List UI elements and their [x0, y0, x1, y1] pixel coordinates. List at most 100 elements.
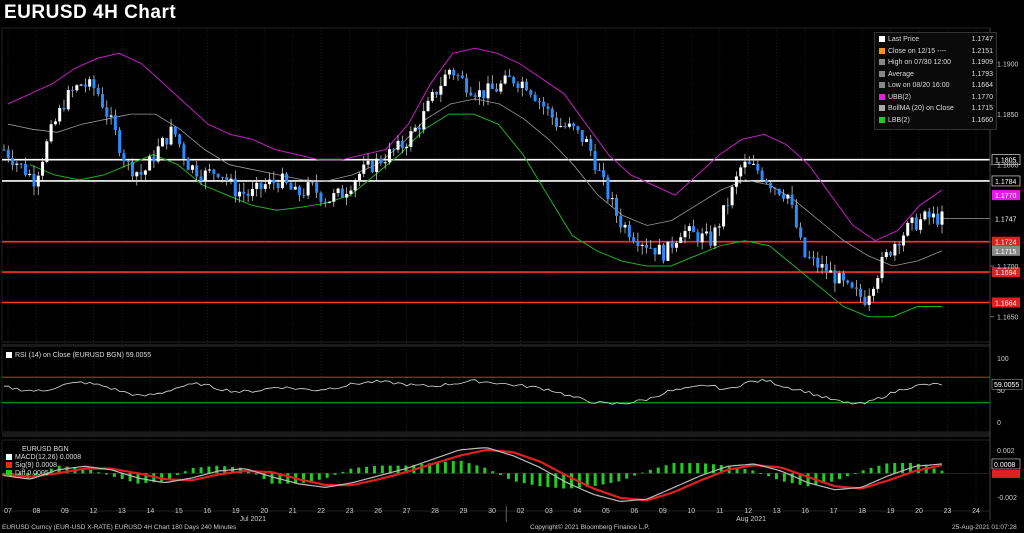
legend-item: Average 1.1793 — [879, 70, 993, 79]
candle-body — [589, 139, 593, 152]
macd-histogram-bar — [774, 473, 778, 480]
macd-histogram-bar — [333, 473, 337, 475]
candle-body — [871, 288, 875, 296]
legend-label: High on 07/30 12:00 — [888, 59, 952, 66]
macd-histogram-bar — [223, 466, 227, 474]
candle-body — [156, 146, 160, 162]
rsi-line — [3, 378, 943, 405]
x-tick-label: 11 — [716, 508, 723, 515]
macd-histogram-bar — [869, 468, 873, 474]
axis-value-label: 1.1747 — [995, 216, 1017, 223]
candle-body — [319, 192, 323, 202]
candle-body — [841, 273, 845, 281]
candle-body — [653, 247, 657, 255]
candle-body — [336, 188, 340, 194]
macd-swatch-icon — [6, 462, 12, 469]
candle-body — [722, 205, 726, 227]
macd-histogram-bar — [309, 473, 313, 482]
candle-body — [529, 90, 533, 95]
macd-histogram-bar — [89, 469, 93, 474]
candle-body — [859, 288, 863, 297]
candle-body — [649, 247, 653, 249]
candle-body — [400, 140, 404, 149]
candle-body — [255, 182, 259, 189]
candle-body — [550, 108, 554, 118]
candle-body — [901, 235, 905, 246]
candle-body — [623, 224, 627, 228]
candle-body — [216, 173, 220, 177]
candle-body — [602, 170, 606, 178]
macd-histogram-bar — [593, 473, 597, 486]
x-tick-label: 06 — [630, 508, 638, 515]
macd-histogram-bar — [648, 469, 652, 474]
macd-histogram-bar — [372, 466, 376, 474]
candle-body — [520, 81, 524, 88]
macd-histogram-bar — [570, 473, 574, 489]
macd-histogram-bar — [491, 471, 495, 474]
candle-body — [782, 194, 786, 199]
footer-copyright: Copyright© 2021 Bloomberg Finance L.P. — [530, 524, 650, 531]
candle-body — [884, 252, 888, 257]
candle-body — [220, 176, 224, 178]
macd-histogram-bar — [664, 465, 668, 474]
candle-body — [148, 156, 152, 171]
macd-legend-title: EURUSD BGN — [22, 446, 69, 453]
candle-body — [627, 224, 631, 238]
candle-body — [387, 149, 391, 163]
legend-swatch-icon — [879, 105, 885, 112]
macd-histogram-bar — [719, 464, 723, 474]
candle-body — [559, 125, 563, 127]
candle-body — [692, 226, 696, 233]
candle-body — [777, 188, 781, 195]
macd-histogram-bar — [585, 473, 589, 487]
macd-histogram-bar — [404, 465, 408, 474]
candle-body — [516, 83, 520, 88]
macd-histogram-bar — [893, 463, 897, 474]
candle-body — [452, 69, 456, 76]
price-level-tag — [992, 267, 1020, 278]
candle-body — [28, 173, 32, 176]
x-tick-label: 29 — [460, 508, 468, 515]
legend-swatch-icon — [879, 70, 885, 77]
legend-label: Average — [888, 70, 914, 78]
y-tick-label: 1.1850 — [997, 112, 1019, 119]
candle-body — [447, 69, 451, 75]
macd-histogram-bar — [861, 470, 865, 474]
candle-body — [130, 161, 134, 177]
rsi-y-tick-label: 50 — [997, 388, 1005, 395]
macd-legend-label: Sig(9) 0.0008 — [15, 462, 58, 469]
macd-histogram-bar — [625, 473, 629, 479]
macd-histogram-bar — [640, 472, 644, 474]
macd-histogram-bar — [97, 472, 101, 474]
candle-body — [2, 149, 6, 151]
legend-swatch-icon — [879, 36, 885, 43]
x-tick-label: 03 — [545, 508, 553, 515]
macd-histogram-bar — [380, 465, 384, 474]
candle-body — [876, 277, 880, 289]
macd-legend-item: MACD(12,26) 0.0008 — [6, 454, 81, 462]
macd-legend-item: Diff 0.0005 — [6, 470, 81, 478]
candle-body — [614, 198, 618, 216]
axis-value-label: 1.1715 — [995, 249, 1017, 256]
candle-body — [422, 111, 426, 130]
footer-timestamp: 25-Aug-2021 01:07:28 — [952, 524, 1017, 531]
macd-histogram-bar — [696, 463, 700, 474]
candle-body — [135, 172, 139, 177]
x-tick-label: 12 — [90, 508, 98, 515]
price-level-label: 1.1664 — [995, 300, 1017, 307]
macd-histogram-bar — [183, 471, 187, 474]
rsi-value-label: 59.0055 — [994, 382, 1019, 389]
rsi-y-tick-label: 0 — [997, 420, 1001, 427]
macd-histogram-bar — [34, 473, 38, 477]
macd-histogram-bar — [822, 473, 826, 484]
macd-value-tag — [991, 458, 1021, 470]
candle-body — [709, 231, 713, 246]
macd-histogram-bar — [254, 473, 258, 475]
macd-histogram-bar — [451, 461, 455, 474]
candle-body — [525, 81, 529, 91]
macd-histogram-bar — [790, 473, 794, 484]
macd-histogram-bar — [270, 473, 274, 484]
candle-body — [195, 165, 199, 177]
axis-value-label: 1.1770 — [995, 193, 1017, 200]
candle-body — [126, 161, 130, 163]
